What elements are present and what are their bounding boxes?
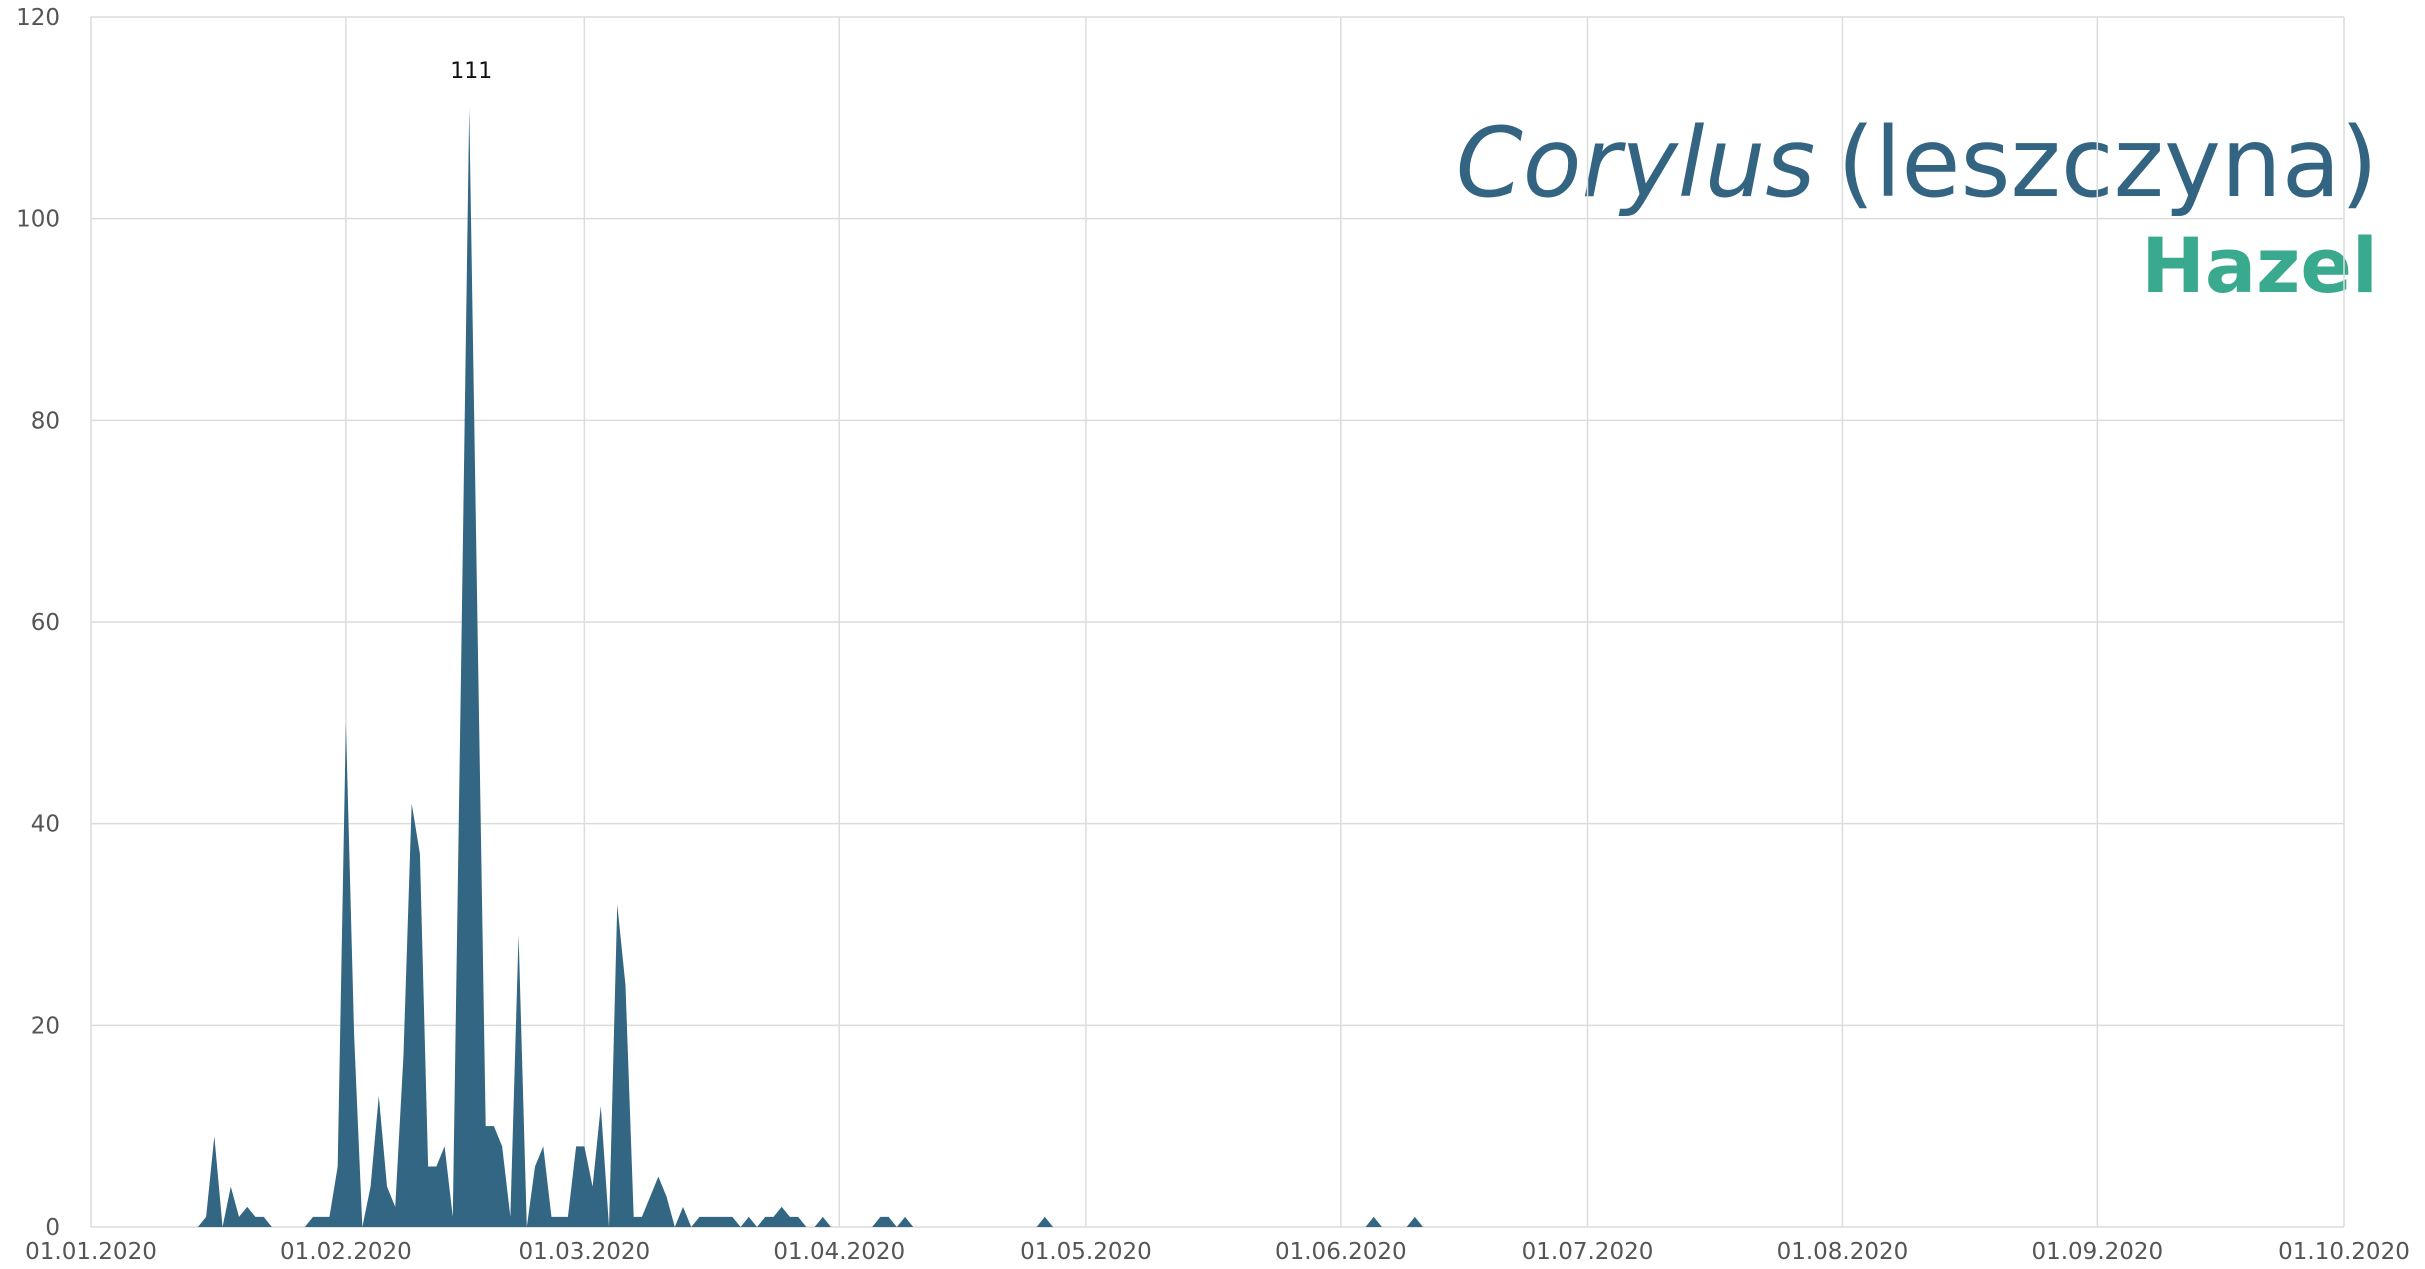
x-tick-label: 01.01.2020: [25, 1239, 157, 1265]
y-tick-label: 120: [16, 5, 60, 31]
x-tick-label: 01.04.2020: [773, 1239, 905, 1265]
area: [197, 107, 1424, 1227]
x-tick-label: 01.02.2020: [280, 1239, 412, 1265]
title-polish: (leszczyna): [1837, 107, 2378, 219]
x-tick-label: 01.05.2020: [1020, 1239, 1152, 1265]
x-tick-label: 01.10.2020: [2278, 1239, 2410, 1265]
y-tick-label: 20: [31, 1013, 60, 1039]
x-tick-label: 01.08.2020: [1777, 1239, 1909, 1265]
x-tick-label: 01.06.2020: [1275, 1239, 1407, 1265]
x-tick-label: 01.03.2020: [519, 1239, 651, 1265]
x-tick-label: 01.09.2020: [2031, 1239, 2163, 1265]
chart-title: Corylus (leszczyna): [1456, 107, 2378, 219]
y-tick-label: 100: [16, 207, 60, 233]
y-tick-label: 80: [31, 408, 60, 434]
title-latin: Corylus: [1456, 107, 1816, 219]
data-label: 111: [450, 59, 492, 84]
x-tick-label: 01.07.2020: [1522, 1239, 1654, 1265]
y-tick-label: 0: [45, 1215, 60, 1241]
y-tick-label: 60: [31, 610, 60, 636]
chart-subtitle: Hazel: [2141, 221, 2378, 310]
y-tick-label: 40: [31, 812, 60, 838]
